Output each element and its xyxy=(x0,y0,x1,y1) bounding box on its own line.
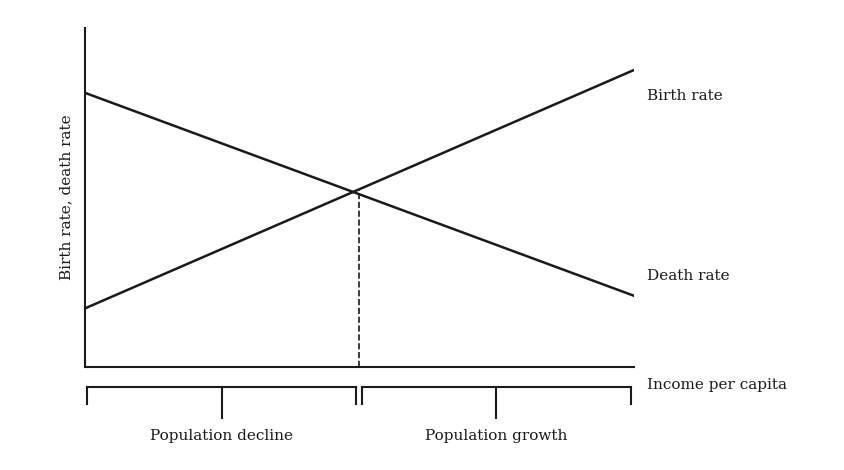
Text: Death rate: Death rate xyxy=(647,269,729,283)
Y-axis label: Birth rate, death rate: Birth rate, death rate xyxy=(59,115,73,280)
Text: Population growth: Population growth xyxy=(425,429,567,443)
Text: Income per capita: Income per capita xyxy=(647,378,787,392)
Text: Population decline: Population decline xyxy=(150,429,293,443)
Text: Birth rate: Birth rate xyxy=(647,89,722,103)
